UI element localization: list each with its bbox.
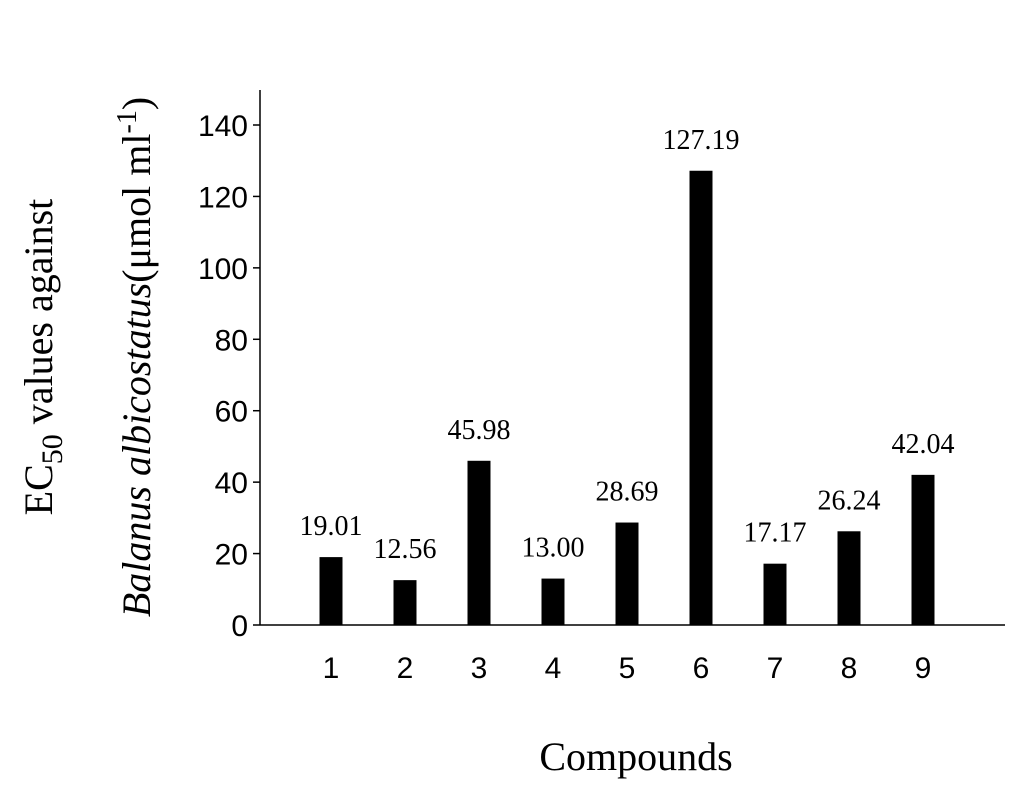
x-tick-label: 9 — [915, 652, 932, 685]
x-tick-label: 3 — [471, 652, 488, 685]
x-tick-label: 7 — [767, 652, 784, 685]
y-title-unit: (μmol ml — [114, 133, 159, 282]
data-label: 42.04 — [892, 429, 955, 460]
bar — [763, 563, 787, 625]
x-axis-title: Compounds — [539, 734, 732, 779]
y-tick-label: 0 — [231, 610, 248, 643]
y-title-subscript: 50 — [36, 434, 69, 464]
data-label: 13.00 — [522, 533, 585, 564]
x-tick-label: 2 — [397, 652, 414, 685]
data-label: 12.56 — [374, 534, 437, 565]
x-tick-label: 6 — [693, 652, 710, 685]
bar — [541, 578, 565, 625]
data-label: 127.19 — [663, 125, 740, 156]
y-axis-title-line2: Balanus albicostatus(μmol ml-1) — [112, 97, 159, 617]
bar — [467, 460, 491, 625]
bar — [689, 170, 713, 625]
x-tick-label: 8 — [841, 652, 858, 685]
bar — [615, 522, 639, 625]
y-tick-label: 40 — [215, 467, 248, 500]
y-tick-label: 60 — [215, 396, 248, 429]
y-tick-label: 120 — [198, 181, 248, 214]
bar — [911, 474, 935, 625]
x-tick-label: 5 — [619, 652, 636, 685]
bar — [837, 531, 861, 625]
x-tick-label: 1 — [323, 652, 340, 685]
data-label: 45.98 — [448, 415, 511, 446]
y-title-species: Balanus albicostatus — [114, 283, 159, 617]
data-label: 26.24 — [818, 485, 881, 516]
y-title-values-against: values against — [16, 199, 61, 435]
data-labels: 19.01 12.56 45.98 13.00 28.69 127.19 17.17 26.2… — [300, 125, 955, 565]
bar — [319, 557, 343, 625]
x-tick-label: 4 — [545, 652, 562, 685]
y-ticks: 0 20 40 60 80 100 120 140 — [198, 110, 260, 643]
y-tick-label: 80 — [215, 324, 248, 357]
y-title-close: ) — [114, 97, 159, 110]
y-tick-label: 140 — [198, 110, 248, 143]
y-tick-label: 20 — [215, 539, 248, 572]
y-tick-label: 100 — [198, 253, 248, 286]
y-title-superscript: -1 — [112, 110, 143, 133]
y-axis-title: EC50 values against Balanus albicostatus… — [16, 97, 159, 617]
data-label: 17.17 — [744, 518, 807, 549]
bars — [319, 170, 935, 625]
y-title-ec: EC — [16, 464, 61, 515]
bar — [393, 580, 417, 625]
data-label: 19.01 — [300, 511, 363, 542]
x-ticks: 1 2 3 4 5 6 7 8 9 — [323, 652, 932, 685]
data-label: 28.69 — [596, 477, 659, 508]
y-axis-title-line1: EC50 values against — [16, 199, 69, 516]
